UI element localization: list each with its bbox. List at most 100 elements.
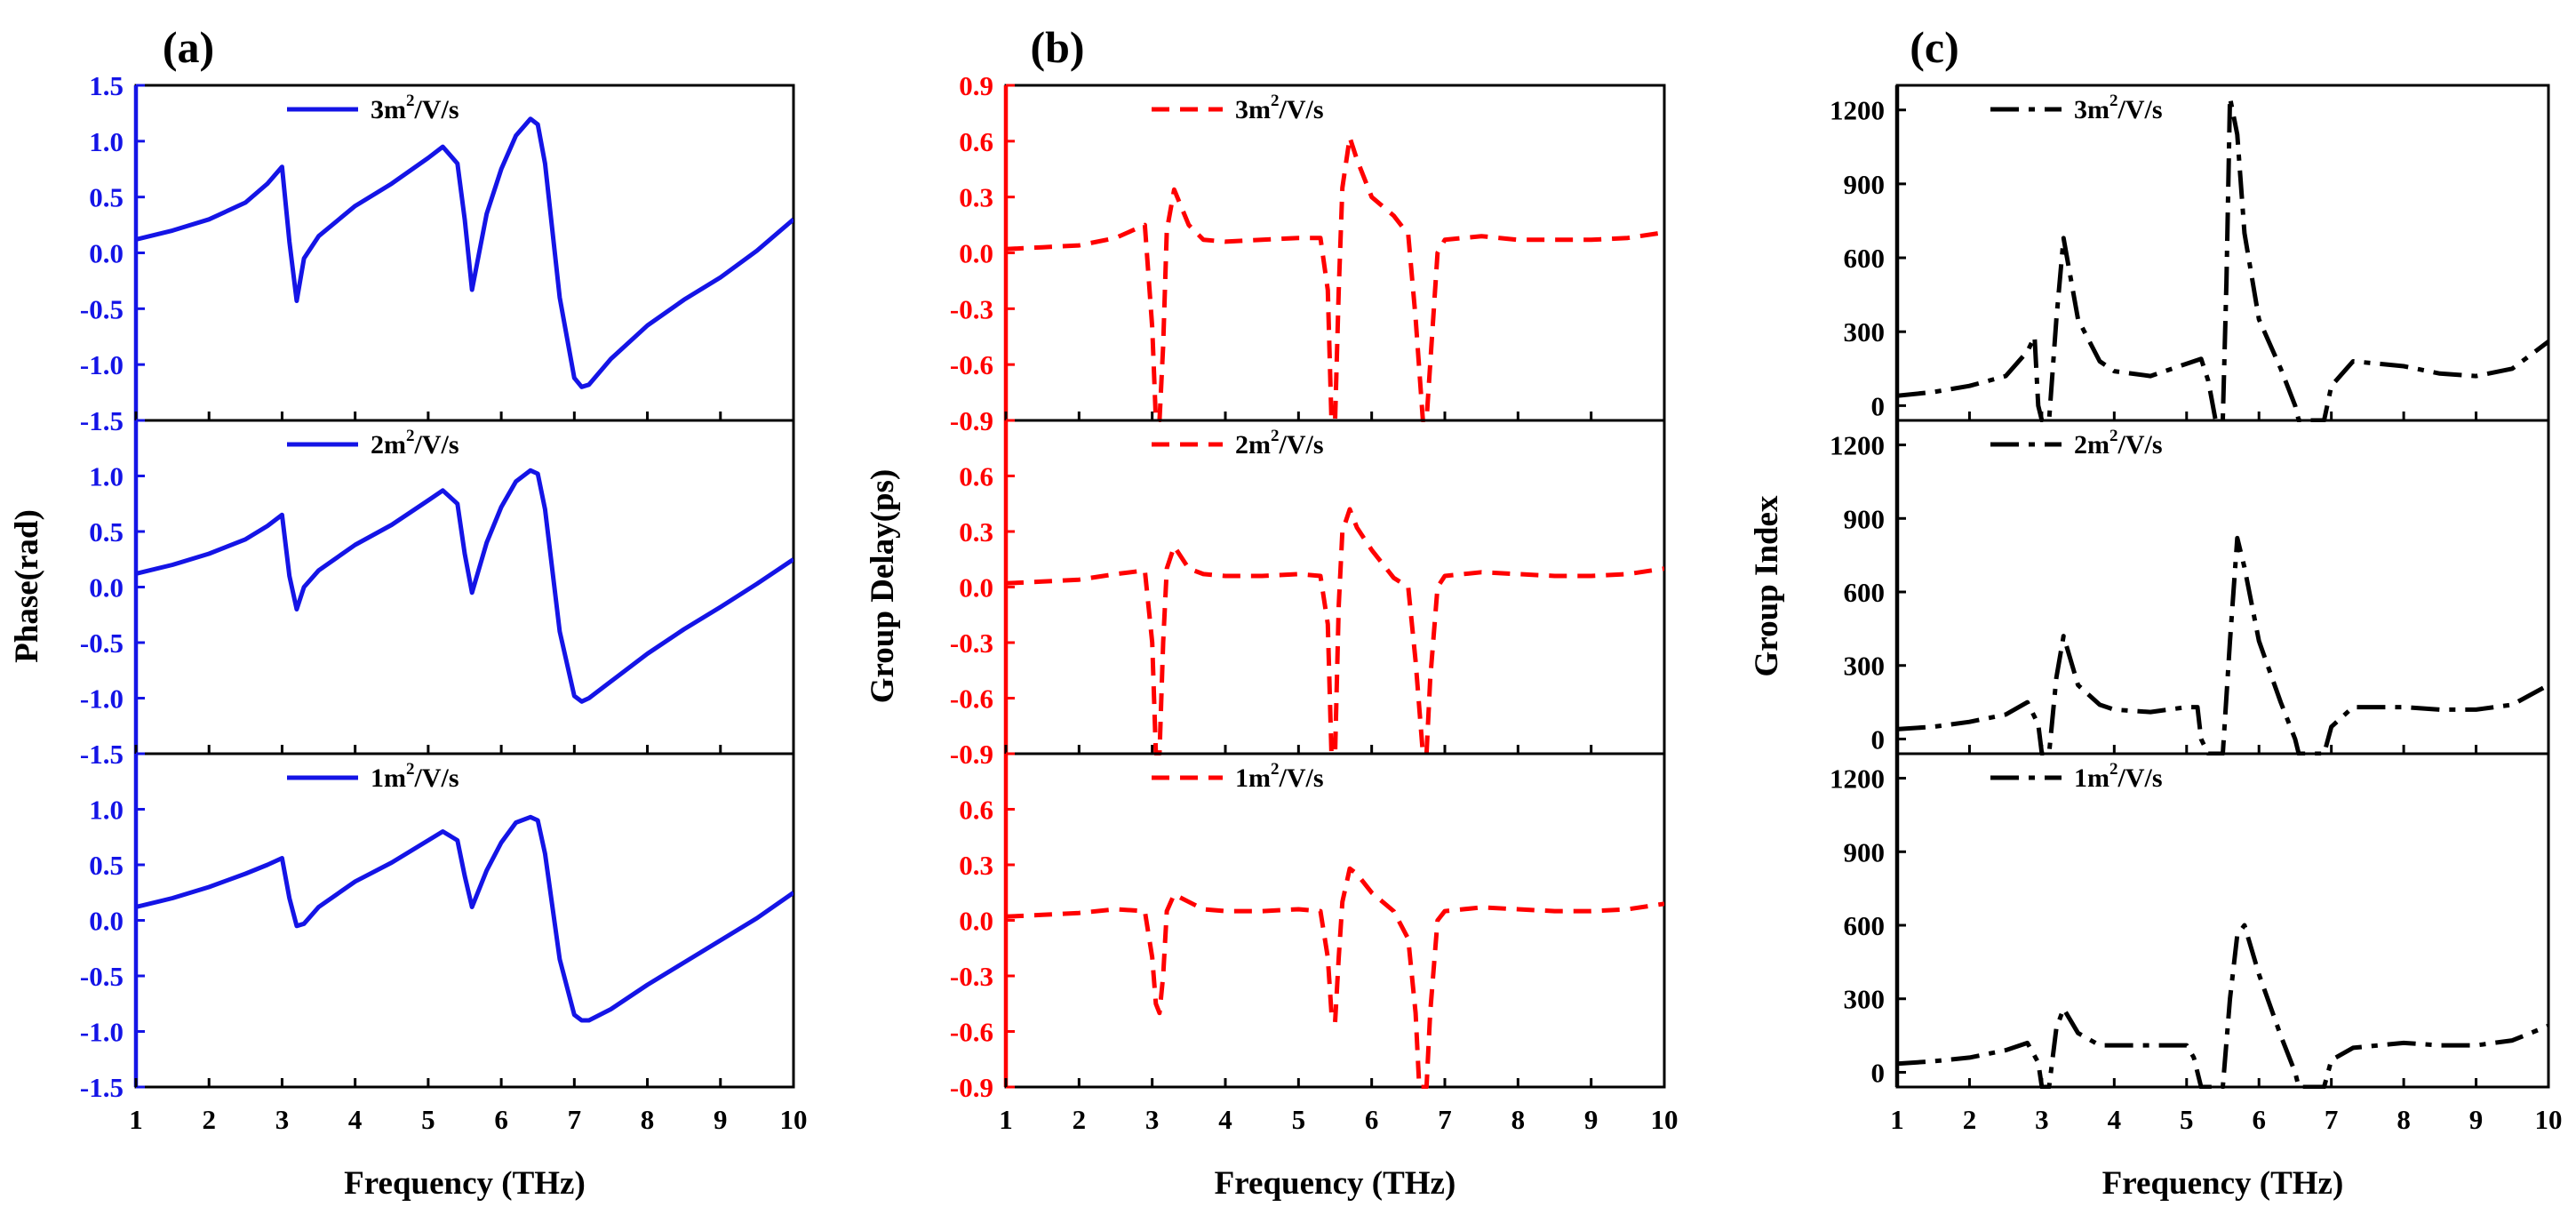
y-tick-label: -0.3 <box>950 961 993 992</box>
y-tick-label: 1200 <box>1830 763 1885 795</box>
x-tick-label: 2 <box>1963 1104 1977 1135</box>
legend-sup: 2 <box>406 760 415 779</box>
legend-sup: 2 <box>1271 92 1280 110</box>
legend-rest: /V/s <box>414 430 459 460</box>
legend-sup: 2 <box>2109 427 2118 445</box>
legend-rest: /V/s <box>1279 95 1324 124</box>
panel-b: (b)Group Delay(ps)Frequency (THz)-0.9-0.… <box>865 22 1679 1202</box>
y-tick-label: 600 <box>1844 910 1886 941</box>
y-tick-label: 0 <box>1871 723 1886 755</box>
x-tick-label: 9 <box>1584 1104 1599 1135</box>
x-tick-label: 8 <box>1511 1104 1526 1135</box>
plot-frame <box>1004 84 1666 422</box>
x-tick-label: 6 <box>2252 1104 2266 1135</box>
y-tick-label: 0.6 <box>959 795 993 826</box>
y-tick-label: 0.6 <box>959 461 993 492</box>
legend-rest: /V/s <box>2117 95 2163 124</box>
legend-label: 3m2/V/s <box>2074 92 2163 124</box>
x-tick-label: 1 <box>999 1104 1013 1135</box>
series-line <box>1006 866 1664 1089</box>
x-tick-label: 10 <box>2535 1104 2563 1135</box>
y-tick-label: 600 <box>1844 243 1886 274</box>
y-tick-label: -0.5 <box>80 961 124 992</box>
y-tick-label: 1.0 <box>89 461 124 492</box>
x-tick-label: 5 <box>2180 1104 2194 1135</box>
series-line <box>1006 507 1664 755</box>
y-tick-label: 1.0 <box>89 795 124 826</box>
y-tick-label: 0.0 <box>89 572 124 604</box>
panel-label: (b) <box>1030 22 1084 72</box>
x-tick-label: 6 <box>494 1104 508 1135</box>
panel-label: (c) <box>1910 22 1959 72</box>
y-tick-label: 300 <box>1844 316 1886 348</box>
legend-main: 1m <box>1235 763 1271 793</box>
y-tick-label: 0 <box>1871 390 1886 421</box>
legend-main: 3m <box>1235 95 1271 124</box>
x-tick-label: 5 <box>1292 1104 1306 1135</box>
y-tick-label: -1.5 <box>80 405 124 436</box>
x-axis-title: Frequency (THz) <box>1215 1165 1456 1202</box>
y-tick-label: -0.6 <box>950 683 993 715</box>
subplot-1: -1.5 -1.0 -0.5 0.0 0.5 1.0 1.5 3m2/V/s <box>80 70 795 436</box>
legend-label: 1m2/V/s <box>2074 760 2163 793</box>
legend-rest: /V/s <box>414 95 459 124</box>
x-tick-label: 7 <box>568 1104 582 1135</box>
x-tick-label: 3 <box>275 1104 290 1135</box>
y-tick-label: 0.3 <box>959 516 993 548</box>
legend-sup: 2 <box>2109 92 2118 110</box>
y-tick-label: -1.0 <box>80 1017 124 1048</box>
series-line <box>1897 923 2548 1089</box>
y-tick-label: 0.6 <box>959 126 993 157</box>
x-tick-label: 8 <box>2397 1104 2411 1135</box>
y-tick-label: 0.0 <box>959 906 993 937</box>
y-tick-label: 1.0 <box>89 126 124 157</box>
subplot-2: -1.5 -1.0 -0.5 0.0 0.5 1.0 2m2/V/s <box>80 419 795 770</box>
subplot-1: -0.9 -0.6 -0.3 0.0 0.3 0.6 0.9 3m2/V/s <box>950 70 1666 436</box>
x-tick-label: 10 <box>1651 1104 1679 1135</box>
y-tick-label: 0.9 <box>959 70 993 101</box>
subplot-3: 0 300 600 900 1200 1m2/V/s <box>1830 752 2550 1089</box>
y-tick-label: 0.5 <box>89 850 124 881</box>
legend-label: 2m2/V/s <box>1235 427 1324 460</box>
legend-main: 2m <box>2074 430 2109 460</box>
y-tick-label: -1.0 <box>80 683 124 715</box>
plot-frame <box>1004 752 1666 1089</box>
legend-rest: /V/s <box>2117 763 2163 793</box>
series-line <box>1006 135 1664 422</box>
subplot-3: -1.5 -1.0 -0.5 0.0 0.5 1.0 1m2/V/s <box>80 752 795 1103</box>
series-line <box>1897 95 2548 422</box>
y-tick-label: 1200 <box>1830 430 1885 461</box>
x-tick-label: 7 <box>1438 1104 1452 1135</box>
y-tick-label: -0.6 <box>950 349 993 380</box>
legend-main: 3m <box>2074 95 2109 124</box>
subplot-1: 0 300 600 900 1200 3m2/V/s <box>1830 84 2550 422</box>
plot-frame <box>1895 419 2550 755</box>
y-tick-label: 1.5 <box>89 70 124 101</box>
y-tick-label: 0.0 <box>89 906 124 937</box>
y-tick-label: 900 <box>1844 503 1886 534</box>
x-axis-title: Frequency (THz) <box>344 1165 586 1202</box>
y-axis-title: Group Delay(ps) <box>865 469 901 703</box>
y-tick-label: 0.0 <box>959 572 993 604</box>
plot-frame <box>134 84 795 422</box>
x-tick-label: 6 <box>1365 1104 1379 1135</box>
series-line <box>1897 535 2548 755</box>
legend-sup: 2 <box>1271 427 1280 445</box>
y-tick-label: 0.3 <box>959 850 993 881</box>
legend-sup: 2 <box>2109 760 2118 779</box>
y-tick-label: 0 <box>1871 1057 1886 1088</box>
subplot-3: -0.9 -0.6 -0.3 0.0 0.3 0.6 1m2/V/s <box>950 752 1666 1103</box>
y-tick-label: -0.3 <box>950 293 993 324</box>
y-tick-label: 300 <box>1844 651 1886 682</box>
y-tick-label: 1200 <box>1830 95 1885 126</box>
x-tick-label: 1 <box>129 1104 143 1135</box>
legend-label: 1m2/V/s <box>1235 760 1324 793</box>
plot-frame <box>1895 84 2550 422</box>
y-tick-label: 900 <box>1844 836 1886 867</box>
y-tick-label: 0.3 <box>959 182 993 213</box>
y-tick-label: 0.0 <box>959 238 993 269</box>
x-tick-label: 5 <box>421 1104 435 1135</box>
x-tick-label: 8 <box>641 1104 655 1135</box>
plot-frame <box>134 419 795 755</box>
